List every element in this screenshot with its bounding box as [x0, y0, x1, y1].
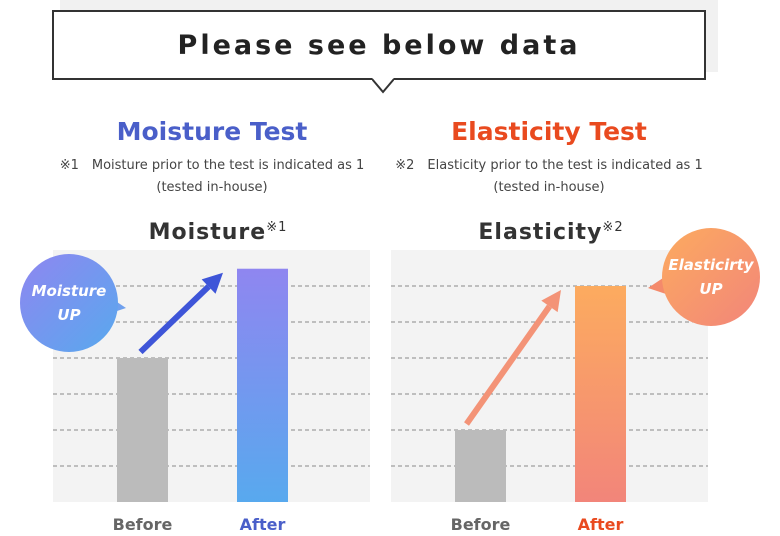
elasticity-bar-before: [455, 430, 506, 502]
moisture-up-bubble: Moisture UP: [20, 254, 118, 352]
moisture-category-after: After: [239, 515, 286, 534]
elasticity-chart-title-mark: ※2: [602, 220, 624, 235]
elasticity-category-before: Before: [450, 515, 511, 534]
elasticity-chart-title: Elasticity※2: [386, 220, 716, 245]
moisture-heading: Moisture Test: [116, 117, 308, 146]
elasticity-note-line1: ※2 Elasticity prior to the test is indic…: [395, 158, 703, 173]
elasticity-arrow-head: [541, 290, 561, 313]
banner-text: Please see below data: [177, 29, 581, 61]
elasticity-chart: [391, 250, 708, 502]
elasticity-bubble-tail: [648, 276, 666, 294]
elasticity-heading: Elasticity Test: [451, 117, 647, 146]
elasticity-up-bubble: Elasticirty UP: [662, 228, 760, 326]
moisture-chart-svg: [53, 268, 370, 502]
elasticity-note: ※2 Elasticity prior to the test is indic…: [384, 155, 714, 199]
elasticity-bubble-line2: UP: [699, 280, 723, 298]
moisture-bubble-line1: Moisture: [31, 282, 107, 300]
moisture-category-before: Before: [112, 515, 173, 534]
banner: Please see below data: [52, 10, 706, 80]
moisture-note-line2: (tested in-house): [156, 180, 268, 195]
moisture-note: ※1 Moisture prior to the test is indicat…: [47, 155, 377, 199]
elasticity-chart-svg: [391, 285, 708, 502]
moisture-bar-before: [117, 358, 168, 502]
elasticity-category-after: After: [577, 515, 624, 534]
moisture-note-line1: ※1 Moisture prior to the test is indicat…: [59, 158, 365, 173]
moisture-bubble-line2: UP: [57, 306, 81, 324]
elasticity-chart-title-text: Elasticity: [478, 220, 603, 245]
moisture-chart-title: Moisture※1: [53, 220, 383, 245]
elasticity-bar-after: [575, 286, 626, 502]
moisture-chart-title-text: Moisture: [148, 220, 267, 245]
elasticity-arrow-shaft: [464, 304, 552, 426]
moisture-arrow-shaft: [138, 284, 211, 355]
elasticity-bubble-line1: Elasticirty: [668, 256, 754, 274]
moisture-arrow-head: [201, 272, 223, 294]
moisture-bar-after: [237, 268, 288, 502]
elasticity-note-line2: (tested in-house): [493, 180, 605, 195]
moisture-chart-title-mark: ※1: [266, 220, 288, 235]
banner-notch: [372, 78, 394, 94]
